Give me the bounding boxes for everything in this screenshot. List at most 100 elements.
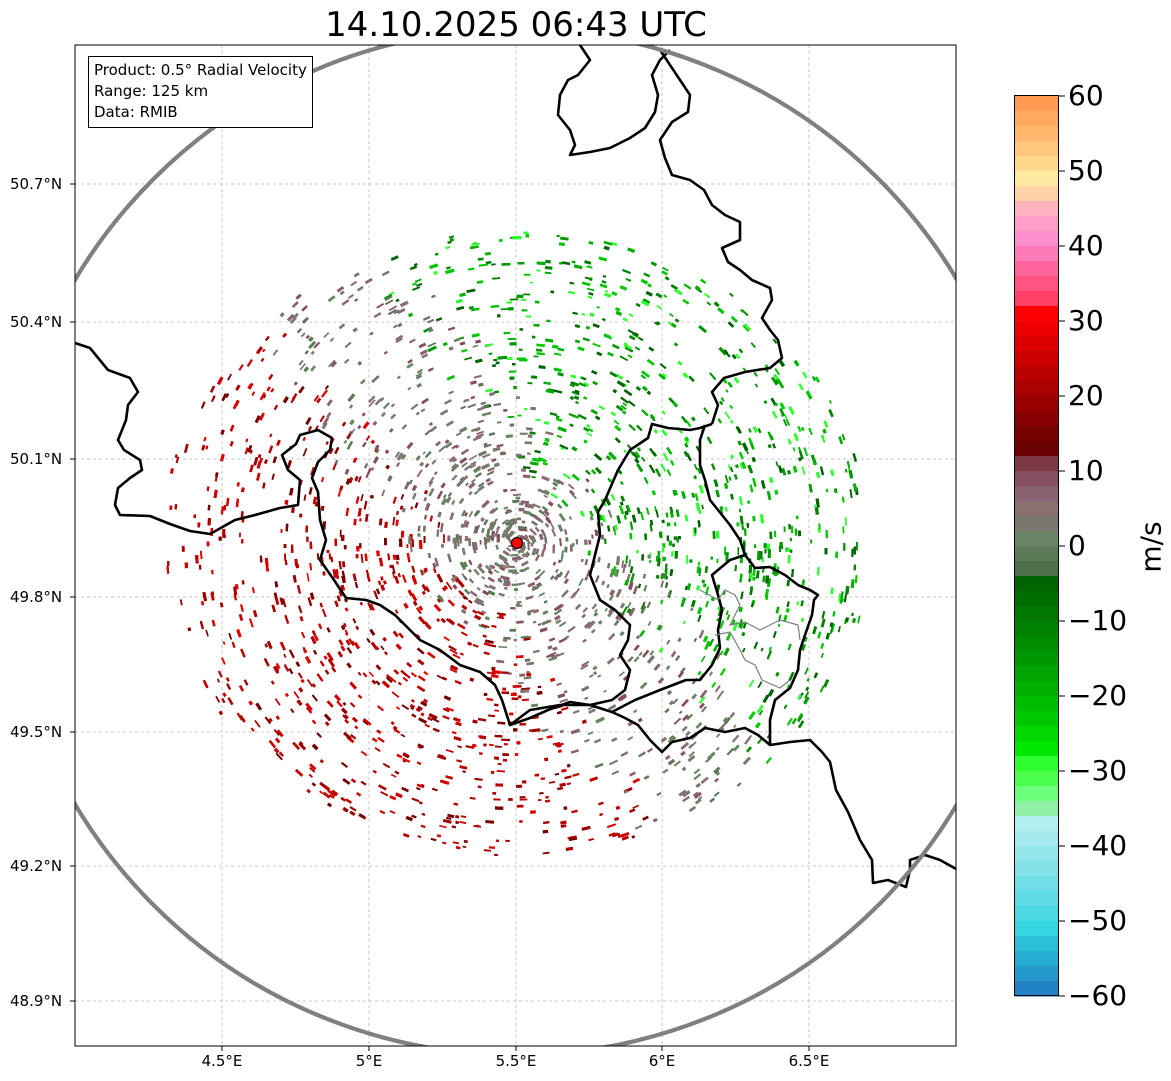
echo-pixel [338,590,343,597]
echo-pixel [569,281,575,285]
echo-pixel [288,649,295,659]
echo-pixel [584,539,588,545]
echo-pixel [483,537,487,546]
echo-pixel [656,321,661,325]
echo-pixel [383,402,390,410]
echo-pixel [620,480,624,485]
echo-pixel [263,657,270,667]
echo-pixel [634,346,641,351]
echo-pixel [594,575,600,583]
echo-pixel [592,323,600,329]
echo-pixel [824,548,828,555]
echo-pixel [825,632,830,640]
echo-pixel [624,579,629,586]
echo-pixel [545,389,555,394]
echo-pixel [494,703,499,707]
echo-pixel [588,837,595,842]
echo-pixel [748,679,755,688]
echo-pixel [485,639,494,644]
echo-pixel [391,691,400,698]
echo-pixel [526,427,533,431]
echo-pixel [396,375,401,380]
echo-pixel [531,585,537,590]
echo-pixel [478,263,488,267]
echo-pixel [507,472,513,476]
echo-pixel [241,580,245,585]
echo-pixel [765,757,772,764]
echo-pixel [345,639,351,646]
echo-pixel [848,469,854,479]
echo-pixel [201,444,206,451]
echo-pixel [563,473,571,480]
echo-pixel [447,813,455,818]
echo-pixel [624,346,634,353]
echo-pixel [268,445,274,454]
echo-pixel [484,584,490,589]
echo-pixel [531,535,537,543]
echo-pixel [482,453,491,459]
echo-pixel [527,382,533,385]
echo-pixel [673,288,683,296]
echo-pixel [471,242,480,246]
echo-pixel [779,408,786,417]
echo-pixel [473,825,481,828]
echo-pixel [593,611,599,617]
echo-pixel [668,735,674,740]
echo-pixel [487,537,491,543]
echo-pixel [264,459,268,464]
echo-pixel [251,391,256,396]
echo-pixel [614,816,620,821]
echo-pixel [283,544,287,548]
echo-pixel [774,368,780,376]
echo-pixel [710,556,713,560]
echo-pixel [608,608,614,614]
echo-pixel [483,692,488,697]
echo-pixel [752,426,758,433]
echo-pixel [458,535,462,541]
echo-pixel [508,518,518,525]
echo-pixel [636,463,644,473]
echo-pixel [268,740,277,749]
echo-pixel [655,574,660,579]
echo-pixel [554,615,561,621]
echo-pixel [346,440,353,450]
echo-pixel [622,269,631,274]
echo-pixel [424,723,430,728]
echo-pixel [621,606,628,615]
echo-pixel [814,507,819,515]
echo-pixel [808,484,813,493]
echo-pixel [742,324,750,332]
echo-pixel [502,526,510,537]
echo-pixel [442,676,448,681]
echo-pixel [729,292,734,297]
echo-pixel [445,749,454,753]
echo-pixel [495,745,502,748]
echo-pixel [345,478,351,485]
echo-pixel [591,370,598,375]
echo-pixel [512,235,522,240]
echo-pixel [626,444,632,450]
echo-pixel [339,529,342,537]
echo-pixel [794,528,798,536]
echo-pixel [766,543,770,551]
echo-pixel [857,615,861,624]
echo-pixel [360,494,364,502]
echo-pixel [655,468,662,477]
echo-pixel [236,629,242,638]
echo-pixel [748,710,756,720]
echo-pixel [556,479,565,486]
echo-pixel [197,522,201,528]
echo-pixel [345,507,350,516]
echo-pixel [364,513,369,522]
echo-pixel [846,460,851,467]
echo-pixel [837,625,841,633]
echo-pixel [745,449,749,455]
echo-pixel [691,741,697,747]
echo-pixel [322,571,326,576]
echo-pixel [813,672,818,679]
echo-pixel [551,653,560,659]
echo-pixel [513,639,517,642]
echo-pixel [772,410,778,419]
echo-pixel [714,684,721,693]
echo-pixel [516,517,521,521]
